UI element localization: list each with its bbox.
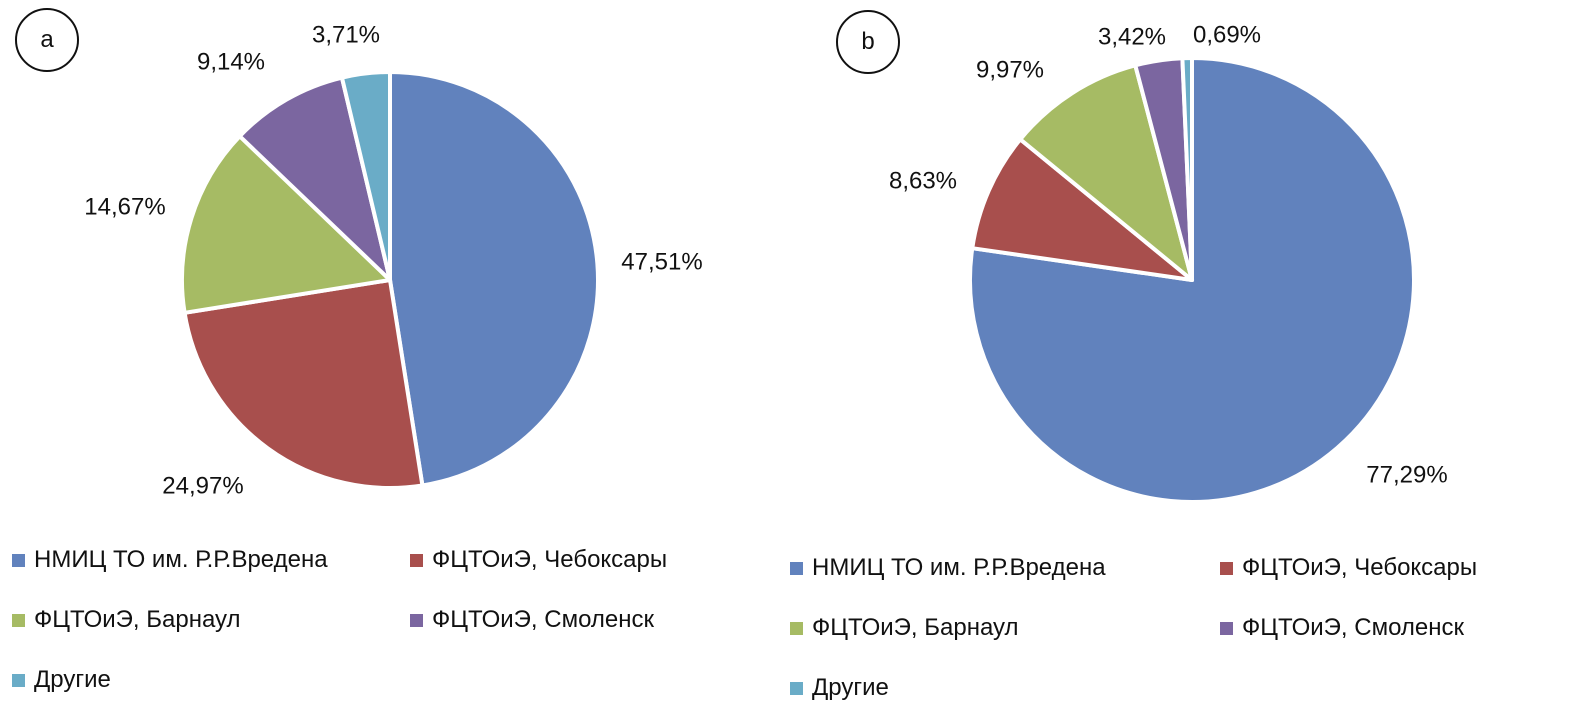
- legend-a: НМИЦ ТО им. Р.Р.Вредена ФЦТОиЭ, Чебоксар…: [12, 530, 667, 710]
- pie-slice-cheboksary: [182, 278, 425, 490]
- data-label-barnaul: 9,97%: [976, 56, 1044, 83]
- data-label-nmits: 47,51%: [621, 248, 702, 275]
- legend-label: НМИЦ ТО им. Р.Р.Вредена: [34, 546, 328, 573]
- legend-label: Другие: [34, 666, 111, 693]
- panel-label-a: a: [15, 8, 79, 72]
- legend-item-smolensk-a: ФЦТОиЭ, Смоленск: [410, 606, 654, 634]
- legend-swatch-icon: [410, 553, 423, 567]
- panel-label-b: b: [836, 10, 900, 74]
- legend-swatch-icon: [790, 561, 803, 575]
- legend-swatch-icon: [12, 613, 25, 627]
- pie-slice-nmits: [388, 70, 600, 488]
- legend-item-nmits-b: НМИЦ ТО им. Р.Р.Вредена: [790, 554, 1220, 582]
- legend-item-cheboksary-b: ФЦТОиЭ, Чебоксары: [1220, 554, 1477, 582]
- data-label-barnaul: 14,67%: [84, 193, 165, 220]
- legend-label: ФЦТОиЭ, Барнаул: [812, 614, 1019, 641]
- pie-chart-b: 77,29% 8,63% 9,97% 3,42% 0,69%: [889, 21, 1448, 504]
- legend-label: ФЦТОиЭ, Смоленск: [1242, 614, 1464, 641]
- chart-panel-b: 77,29% 8,63% 9,97% 3,42% 0,69% b НМИЦ ТО им.…: [790, 0, 1575, 715]
- pie-slice-other: [339, 70, 392, 282]
- pie-slice-cheboksary: [970, 137, 1194, 282]
- legend-item-barnaul-a: ФЦТОиЭ, Барнаул: [12, 606, 410, 634]
- legend-label: ФЦТОиЭ, Чебоксары: [432, 546, 668, 573]
- legend-swatch-icon: [12, 553, 25, 567]
- legend-label: ФЦТОиЭ, Чебоксары: [1242, 554, 1478, 581]
- legend-item-nmits-a: НМИЦ ТО им. Р.Р.Вредена: [12, 546, 410, 574]
- legend-swatch-icon: [410, 613, 423, 627]
- data-label-smolensk: 9,14%: [197, 48, 265, 75]
- legend-label: ФЦТОиЭ, Барнаул: [34, 606, 241, 633]
- legend-swatch-icon: [790, 621, 803, 635]
- legend-item-barnaul-b: ФЦТОиЭ, Барнаул: [790, 614, 1220, 642]
- pie-slice-other: [1180, 56, 1194, 282]
- legend-item-cheboksary-a: ФЦТОиЭ, Чебоксары: [410, 546, 667, 574]
- legend-swatch-icon: [1220, 561, 1233, 575]
- chart-panel-a: 47,51% 24,97% 14,67% 9,14% 3,71% a НМИЦ ТО и…: [0, 0, 760, 715]
- pie-chart-a: 47,51% 24,97% 14,67% 9,14% 3,71%: [84, 21, 702, 499]
- legend-item-other-b: Другие: [790, 674, 1220, 702]
- data-label-smolensk: 3,42%: [1098, 23, 1166, 50]
- legend-label: Другие: [812, 674, 889, 701]
- pie-slice-barnaul: [180, 134, 392, 315]
- legend-item-smolensk-b: ФЦТОиЭ, Смоленск: [1220, 614, 1464, 642]
- legend-item-other-a: Другие: [12, 666, 410, 694]
- legend-swatch-icon: [1220, 621, 1233, 635]
- data-label-nmits: 77,29%: [1366, 461, 1447, 488]
- legend-swatch-icon: [790, 681, 803, 695]
- data-label-cheboksary: 24,97%: [162, 472, 243, 499]
- legend-b: НМИЦ ТО им. Р.Р.Вредена ФЦТОиЭ, Чебоксар…: [790, 538, 1477, 718]
- legend-swatch-icon: [12, 673, 25, 687]
- data-label-cheboksary: 8,63%: [889, 167, 957, 194]
- data-label-other: 0,69%: [1193, 21, 1261, 48]
- legend-label: НМИЦ ТО им. Р.Р.Вредена: [812, 554, 1106, 581]
- legend-label: ФЦТОиЭ, Смоленск: [432, 606, 654, 633]
- data-label-other: 3,71%: [312, 21, 380, 48]
